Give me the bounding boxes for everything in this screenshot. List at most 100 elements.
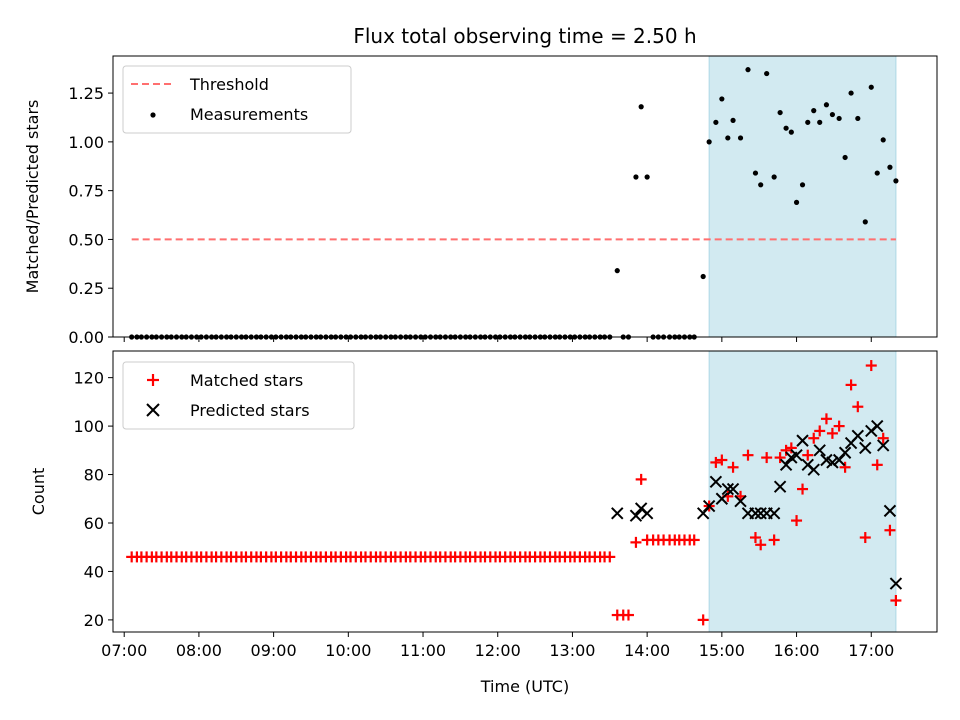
bottom-axes-frame [112,350,938,633]
legend-matched-swatch [147,374,159,386]
measurement-point [700,273,706,280]
bottom-y-axis-label: Count [29,468,48,516]
measurement-point [862,219,868,225]
matched-star-point [785,442,797,454]
x-tick-label: 14:00 [624,641,670,660]
legend-threshold-label: Threshold [189,75,269,94]
measurement-point [752,170,759,176]
x-tick-label: 08:00 [176,641,222,660]
bottom-y-ticks: 20 40 60 80 100 120 [73,369,113,630]
y-tick-label: 0.50 [68,230,104,249]
matched-star-point [852,401,864,413]
x-tick-label: 15:00 [699,641,745,660]
measurement-point [730,117,736,123]
y-tick-label: 0.00 [68,328,104,347]
legend-predicted-label: Predicted stars [190,401,310,420]
x-tick-label: 13:00 [549,641,595,660]
y-tick-label: 80 [84,466,104,485]
matched-star-point [780,444,792,456]
measurement-point [783,125,789,131]
y-tick-label: 60 [84,514,104,533]
predicted-star-point [709,475,723,489]
matched-star-point [865,360,877,372]
matched-star-point [814,425,826,437]
predicted-star-point [611,507,624,520]
measurement-point [719,96,725,102]
measurement-point [737,135,744,141]
predicted-star-point [726,482,740,496]
predicted-star-point [790,448,803,462]
x-tick-label: 12:00 [475,641,521,660]
matched-star-point [890,595,902,607]
legend-measurements-label: Measurements [190,105,308,124]
y-tick-label: 120 [73,369,104,388]
measurement-point [793,199,800,205]
y-tick-label: 0.25 [68,279,104,298]
matched-star-point [802,449,814,461]
matched-star-point [630,536,642,548]
matched-star-point [768,534,780,546]
x-tick-label: 17:00 [848,641,894,660]
y-tick-label: 1.25 [68,84,104,103]
bottom-axes: 20 40 60 80 100 120 07:00 08:00 09:00 10:00 11:00… [29,350,938,696]
matched-star-point [697,614,709,626]
matched-star-point [604,551,616,563]
top-highlight-span [708,55,897,338]
predicted-star-point [640,507,654,520]
matched-star-point [761,452,773,464]
predicted-star-point [779,458,793,472]
predicted-star-point [721,482,735,496]
measurement-point [880,137,886,143]
matched-star-point [774,452,786,464]
y-tick-label: 40 [84,562,104,581]
matched-star-point [791,515,803,527]
matched-star-point [833,420,845,432]
matched-star-point [742,449,754,461]
predicted-star-point [773,480,787,493]
legend-measurements-swatch [150,112,156,118]
predicted-star-point [877,439,890,452]
matched-star-point [859,532,871,544]
y-tick-label: 0.75 [68,182,104,201]
matched-star-point [716,454,728,466]
matched-star-point [622,609,634,621]
matched-star-point [839,461,851,473]
legend-predicted-swatch [146,403,160,417]
x-tick-label: 07:00 [101,641,147,660]
bottom-legend-box [122,361,355,430]
top-legend-box [122,65,352,134]
bottom-legend: Matched stars Predicted stars [122,361,355,430]
measurement-point [887,164,893,170]
predicted-star-point [871,419,884,433]
measurement-point [644,174,650,180]
top-axes: 0.00 0.25 0.50 0.75 1.00 1.25 Matched/Predict… [23,55,938,347]
matched-star-point [710,456,722,468]
top-x-ticks [123,337,872,342]
measurement-point [805,119,811,125]
measurement-point [764,70,770,77]
measurement-point [817,119,823,125]
matched-star-point [845,379,857,391]
matched-star-point [797,483,809,495]
measurement-point [725,135,731,141]
matched-star-point [884,524,896,536]
measurement-point [788,129,794,135]
predicted-star-point [629,509,643,522]
y-tick-label: 20 [84,611,104,630]
measurement-point [638,104,644,110]
top-axes-frame [112,55,938,338]
y-tick-label: 1.00 [68,133,104,152]
matched-star-point [877,432,889,444]
x-tick-label: 16:00 [773,641,819,660]
measurement-point [836,115,842,122]
matched-star-point [826,427,838,439]
x-tick-label: 09:00 [251,641,297,660]
matched-star-point [820,413,832,425]
predicted-star-point [767,507,781,520]
matched-star-point [808,432,820,444]
predicted-star-point [813,444,826,457]
measurement-point [771,174,777,180]
measurement-point [848,90,854,96]
matched-star-point [755,539,767,551]
